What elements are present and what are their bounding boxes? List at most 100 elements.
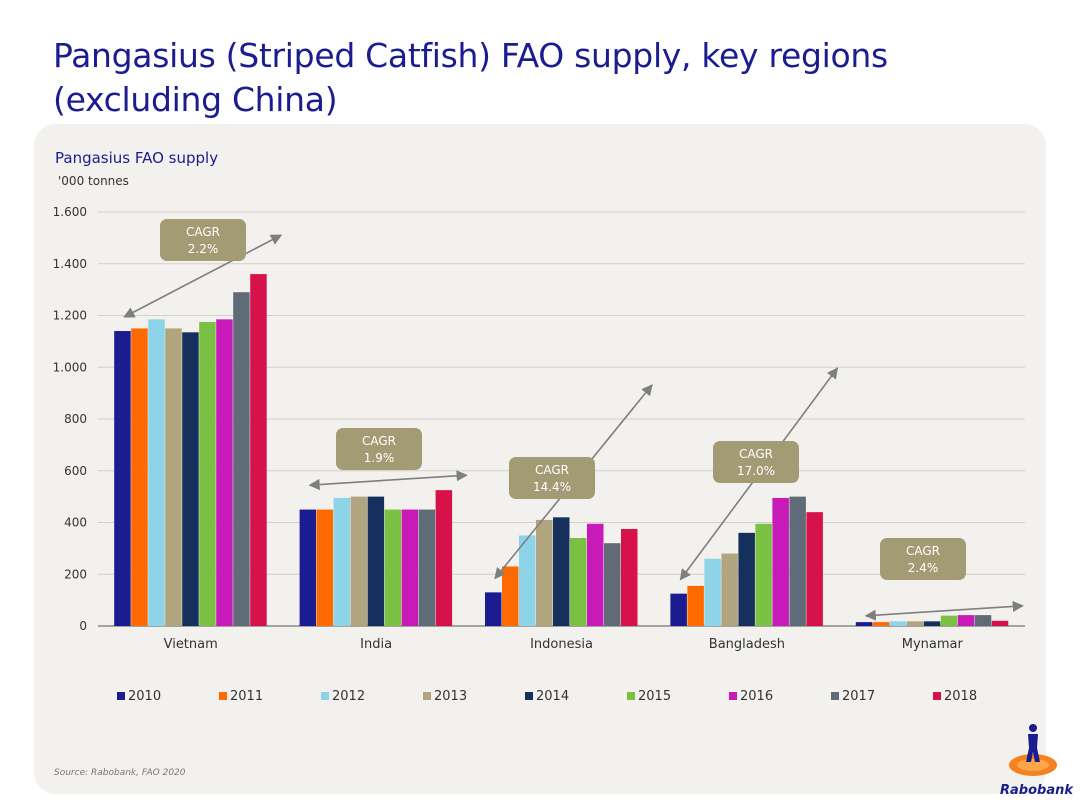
bar-2013-mynamar	[906, 621, 924, 626]
legend-swatch-2018	[933, 692, 941, 700]
cagr-callout-label: CAGR	[535, 463, 569, 477]
cagr-callout	[336, 428, 422, 470]
bar-2015-indonesia	[570, 538, 587, 626]
legend-swatch-2014	[525, 692, 533, 700]
bar-2011-india	[316, 509, 334, 626]
bar-2015-bangladesh	[755, 523, 772, 626]
y-tick-label: 0	[79, 619, 87, 633]
cagr-callout-value: 1.9%	[364, 451, 395, 465]
cagr-callout-label: CAGR	[739, 447, 773, 461]
cagr-callout-label: CAGR	[186, 225, 220, 239]
bar-2011-bangladesh	[687, 585, 704, 626]
legend-swatch-2017	[831, 692, 839, 700]
cagr-arrow	[308, 470, 468, 491]
x-tick-label: Mynamar	[902, 637, 964, 652]
legend-label-2018: 2018	[944, 689, 977, 704]
legend-swatch-2010	[117, 692, 125, 700]
bar-2013-indonesia	[536, 519, 553, 626]
bar-2011-indonesia	[502, 566, 519, 626]
bar-2018-indonesia	[621, 528, 638, 626]
bar-2013-bangladesh	[721, 553, 738, 626]
cagr-arrow	[864, 600, 1024, 621]
bar-2017-vietnam	[233, 292, 250, 626]
logo-text: Rabobank	[1000, 783, 1073, 798]
bar-2012-mynamar	[889, 621, 907, 626]
x-tick-label: Vietnam	[164, 637, 218, 652]
rabobank-logo	[1009, 724, 1057, 776]
x-tick-label: India	[360, 637, 392, 652]
bar-2017-bangladesh	[789, 496, 806, 626]
y-tick-label: 600	[64, 464, 87, 478]
bar-2018-bangladesh	[806, 512, 823, 626]
y-tick-label: 200	[64, 567, 87, 581]
legend-label-2016: 2016	[740, 689, 773, 704]
cagr-callout-label: CAGR	[906, 544, 940, 558]
bar-2017-mynamar	[974, 615, 992, 626]
bar-2014-vietnam	[182, 332, 199, 626]
cagr-callout-value: 14.4%	[533, 480, 571, 494]
bar-2012-indonesia	[519, 535, 536, 626]
legend-label-2011: 2011	[230, 689, 263, 704]
legend-swatch-2013	[423, 692, 431, 700]
legend-swatch-2012	[321, 692, 329, 700]
bar-2016-vietnam	[216, 319, 233, 626]
bar-2017-indonesia	[604, 543, 621, 626]
bar-2016-india	[401, 509, 419, 626]
bar-2014-indonesia	[553, 517, 570, 626]
cagr-callout	[160, 219, 246, 261]
legend-label-2017: 2017	[842, 689, 875, 704]
bar-2012-india	[333, 497, 351, 626]
cagr-callout	[880, 538, 966, 580]
bar-2012-vietnam	[148, 319, 165, 626]
y-tick-label: 1.600	[53, 205, 87, 219]
bar-2010-bangladesh	[670, 593, 687, 626]
bar-2012-bangladesh	[704, 558, 721, 626]
bar-2011-vietnam	[131, 328, 148, 626]
legend-label-2012: 2012	[332, 689, 365, 704]
bar-2013-vietnam	[165, 328, 182, 626]
chart-title: Pangasius FAO supply	[55, 149, 219, 167]
chart-unit-label: '000 tonnes	[58, 174, 129, 188]
bar-2010-india	[299, 509, 317, 626]
bar-2018-vietnam	[250, 274, 267, 626]
bar-2016-mynamar	[957, 615, 975, 626]
bar-2010-vietnam	[114, 331, 131, 626]
bar-2013-india	[350, 496, 368, 626]
bar-2016-bangladesh	[772, 497, 789, 626]
page-title: Pangasius (Striped Catfish) FAO supply, …	[53, 36, 888, 119]
legend-label-2014: 2014	[536, 689, 569, 704]
y-tick-label: 800	[64, 412, 87, 426]
cagr-callout-value: 17.0%	[737, 464, 775, 478]
x-tick-label: Bangladesh	[709, 637, 785, 652]
cagr-callout-label: CAGR	[362, 434, 396, 448]
cagr-callout-value: 2.2%	[188, 242, 219, 256]
bar-2010-mynamar	[855, 622, 873, 626]
bar-2015-india	[384, 509, 402, 626]
bar-2016-indonesia	[587, 523, 604, 626]
bar-2014-bangladesh	[738, 532, 755, 626]
cagr-arrow	[123, 234, 283, 318]
legend-swatch-2016	[729, 692, 737, 700]
bar-2014-mynamar	[923, 621, 941, 626]
cagr-callout	[713, 441, 799, 483]
legend-swatch-2015	[627, 692, 635, 700]
legend-label-2015: 2015	[638, 689, 671, 704]
y-tick-label: 1.000	[53, 360, 87, 374]
source-note: Source: Rabobank, FAO 2020	[54, 768, 186, 778]
bar-2010-indonesia	[485, 592, 502, 626]
legend-label-2013: 2013	[434, 689, 467, 704]
y-tick-label: 1.400	[53, 257, 87, 271]
cagr-callout	[509, 457, 595, 499]
bar-2015-vietnam	[199, 321, 216, 626]
cagr-callout-value: 2.4%	[908, 561, 939, 575]
legend-label-2010: 2010	[128, 689, 161, 704]
x-tick-label: Indonesia	[530, 637, 593, 652]
bar-2018-mynamar	[991, 620, 1009, 626]
bar-2015-mynamar	[940, 615, 958, 626]
bar-2011-mynamar	[872, 622, 890, 626]
bar-2017-india	[418, 509, 436, 626]
bar-2018-india	[435, 490, 453, 626]
y-tick-label: 1.200	[53, 309, 87, 323]
legend-swatch-2011	[219, 692, 227, 700]
